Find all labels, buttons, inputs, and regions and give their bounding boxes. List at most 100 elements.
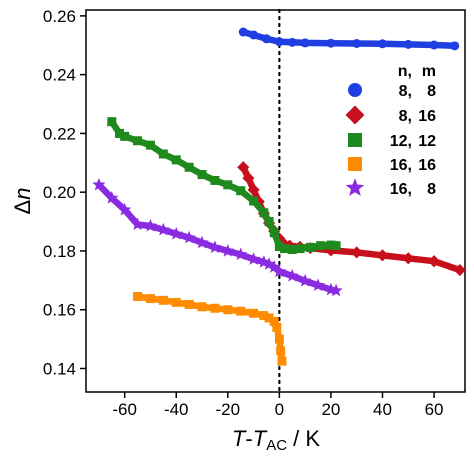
data-point [427,255,441,268]
data-point [223,305,233,315]
series-2 [107,117,341,254]
data-point [305,242,315,252]
y-tick-label: 0.16 [43,301,76,320]
x-tick-label: 0 [275,400,284,419]
data-point [171,155,181,165]
data-point [300,38,310,48]
data-point [120,131,130,141]
data-point [316,241,326,251]
data-point [261,34,271,44]
data-point [197,170,207,180]
y-tick-label: 0.24 [43,66,76,85]
data-point [402,252,415,265]
legend-label-n-1: 8, [399,108,412,125]
legend-entries: 8, 8 8, 16 12, 12 16, 16 16, 8 [345,83,436,198]
data-point [92,177,106,191]
ticks-group: -60 -40 -20 0 20 40 60 0.14 0.16 0.18 0.20 0.22 0.24… [43,7,444,419]
data-point [453,263,466,277]
data-point [298,273,312,287]
data-point [234,247,248,261]
data-point [143,218,158,232]
data-point [145,140,155,150]
data-point [130,217,145,231]
x-axis-title-t2: T [253,426,268,451]
data-point [295,244,305,254]
data-point [237,161,250,174]
data-point [326,240,336,250]
x-axis-title-dash: - [245,426,252,451]
data-point [197,302,207,312]
data-point [236,186,246,196]
y-tick-label: 0.20 [43,183,76,202]
data-point [377,39,387,49]
data-point [118,202,132,216]
data-point [169,226,183,240]
y-tick-label: 0.14 [43,359,76,378]
data-point [450,41,460,51]
data-point [247,183,260,196]
data-point [276,346,286,356]
legend-label-n-0: 8, [399,83,412,100]
x-axis-title-sub: AC [266,437,287,454]
legend-marker-2 [348,133,362,147]
legend-label-n-4: 16, [390,181,412,198]
data-point [182,230,196,244]
legend-marker-3 [348,157,362,171]
legend: n, m 8, 8 8, 16 12, 12 16, 16 16, 8 [345,63,436,198]
data-point [184,299,194,309]
x-axis-title-unit: / K [287,426,320,451]
series-4 [92,177,343,297]
y-axis-title-var: n [10,188,35,200]
y-tick-label: 0.18 [43,242,76,261]
data-point [223,180,233,190]
data-point [238,27,248,37]
data-point [133,136,143,146]
data-point [274,334,284,344]
data-point [249,196,259,206]
data-point [269,316,279,326]
legend-label-m-0: 8 [427,83,436,100]
data-point [429,40,439,50]
data-point [156,222,170,236]
x-tick-label: -60 [112,400,137,419]
legend-marker-4 [345,178,365,196]
legend-label-m-2: 12 [418,133,436,150]
data-point [272,264,287,278]
legend-marker-0 [348,83,362,97]
data-point [329,283,343,297]
legend-marker-1 [345,105,365,125]
data-point [236,306,246,316]
data-point [259,311,269,321]
legend-header-n: n, [398,63,412,80]
data-point [210,303,220,313]
data-point [352,38,362,48]
y-tick-label: 0.26 [43,7,76,26]
series-group [92,27,466,366]
data-point [171,297,181,307]
data-point [208,240,222,254]
data-point [331,241,341,251]
data-point [287,244,297,254]
series-line [240,28,458,50]
x-tick-label: 40 [373,400,392,419]
data-point [158,149,168,159]
data-point [264,313,274,323]
data-point [107,117,117,127]
y-axis-title: Δn [10,188,35,215]
x-tick-label: -20 [216,400,241,419]
data-point [158,295,168,305]
data-point [285,268,299,282]
legend-label-m-1: 16 [418,108,436,125]
legend-label-n-3: 16, [390,157,412,174]
y-tick-label: 0.22 [43,124,76,143]
data-point [105,191,119,204]
series-0 [238,27,460,51]
series-line [95,181,340,294]
data-point [280,244,290,254]
legend-label-n-2: 12, [390,133,412,150]
data-point [272,322,282,332]
data-point [115,128,125,138]
data-point [145,294,155,304]
x-tick-label: 60 [425,400,444,419]
